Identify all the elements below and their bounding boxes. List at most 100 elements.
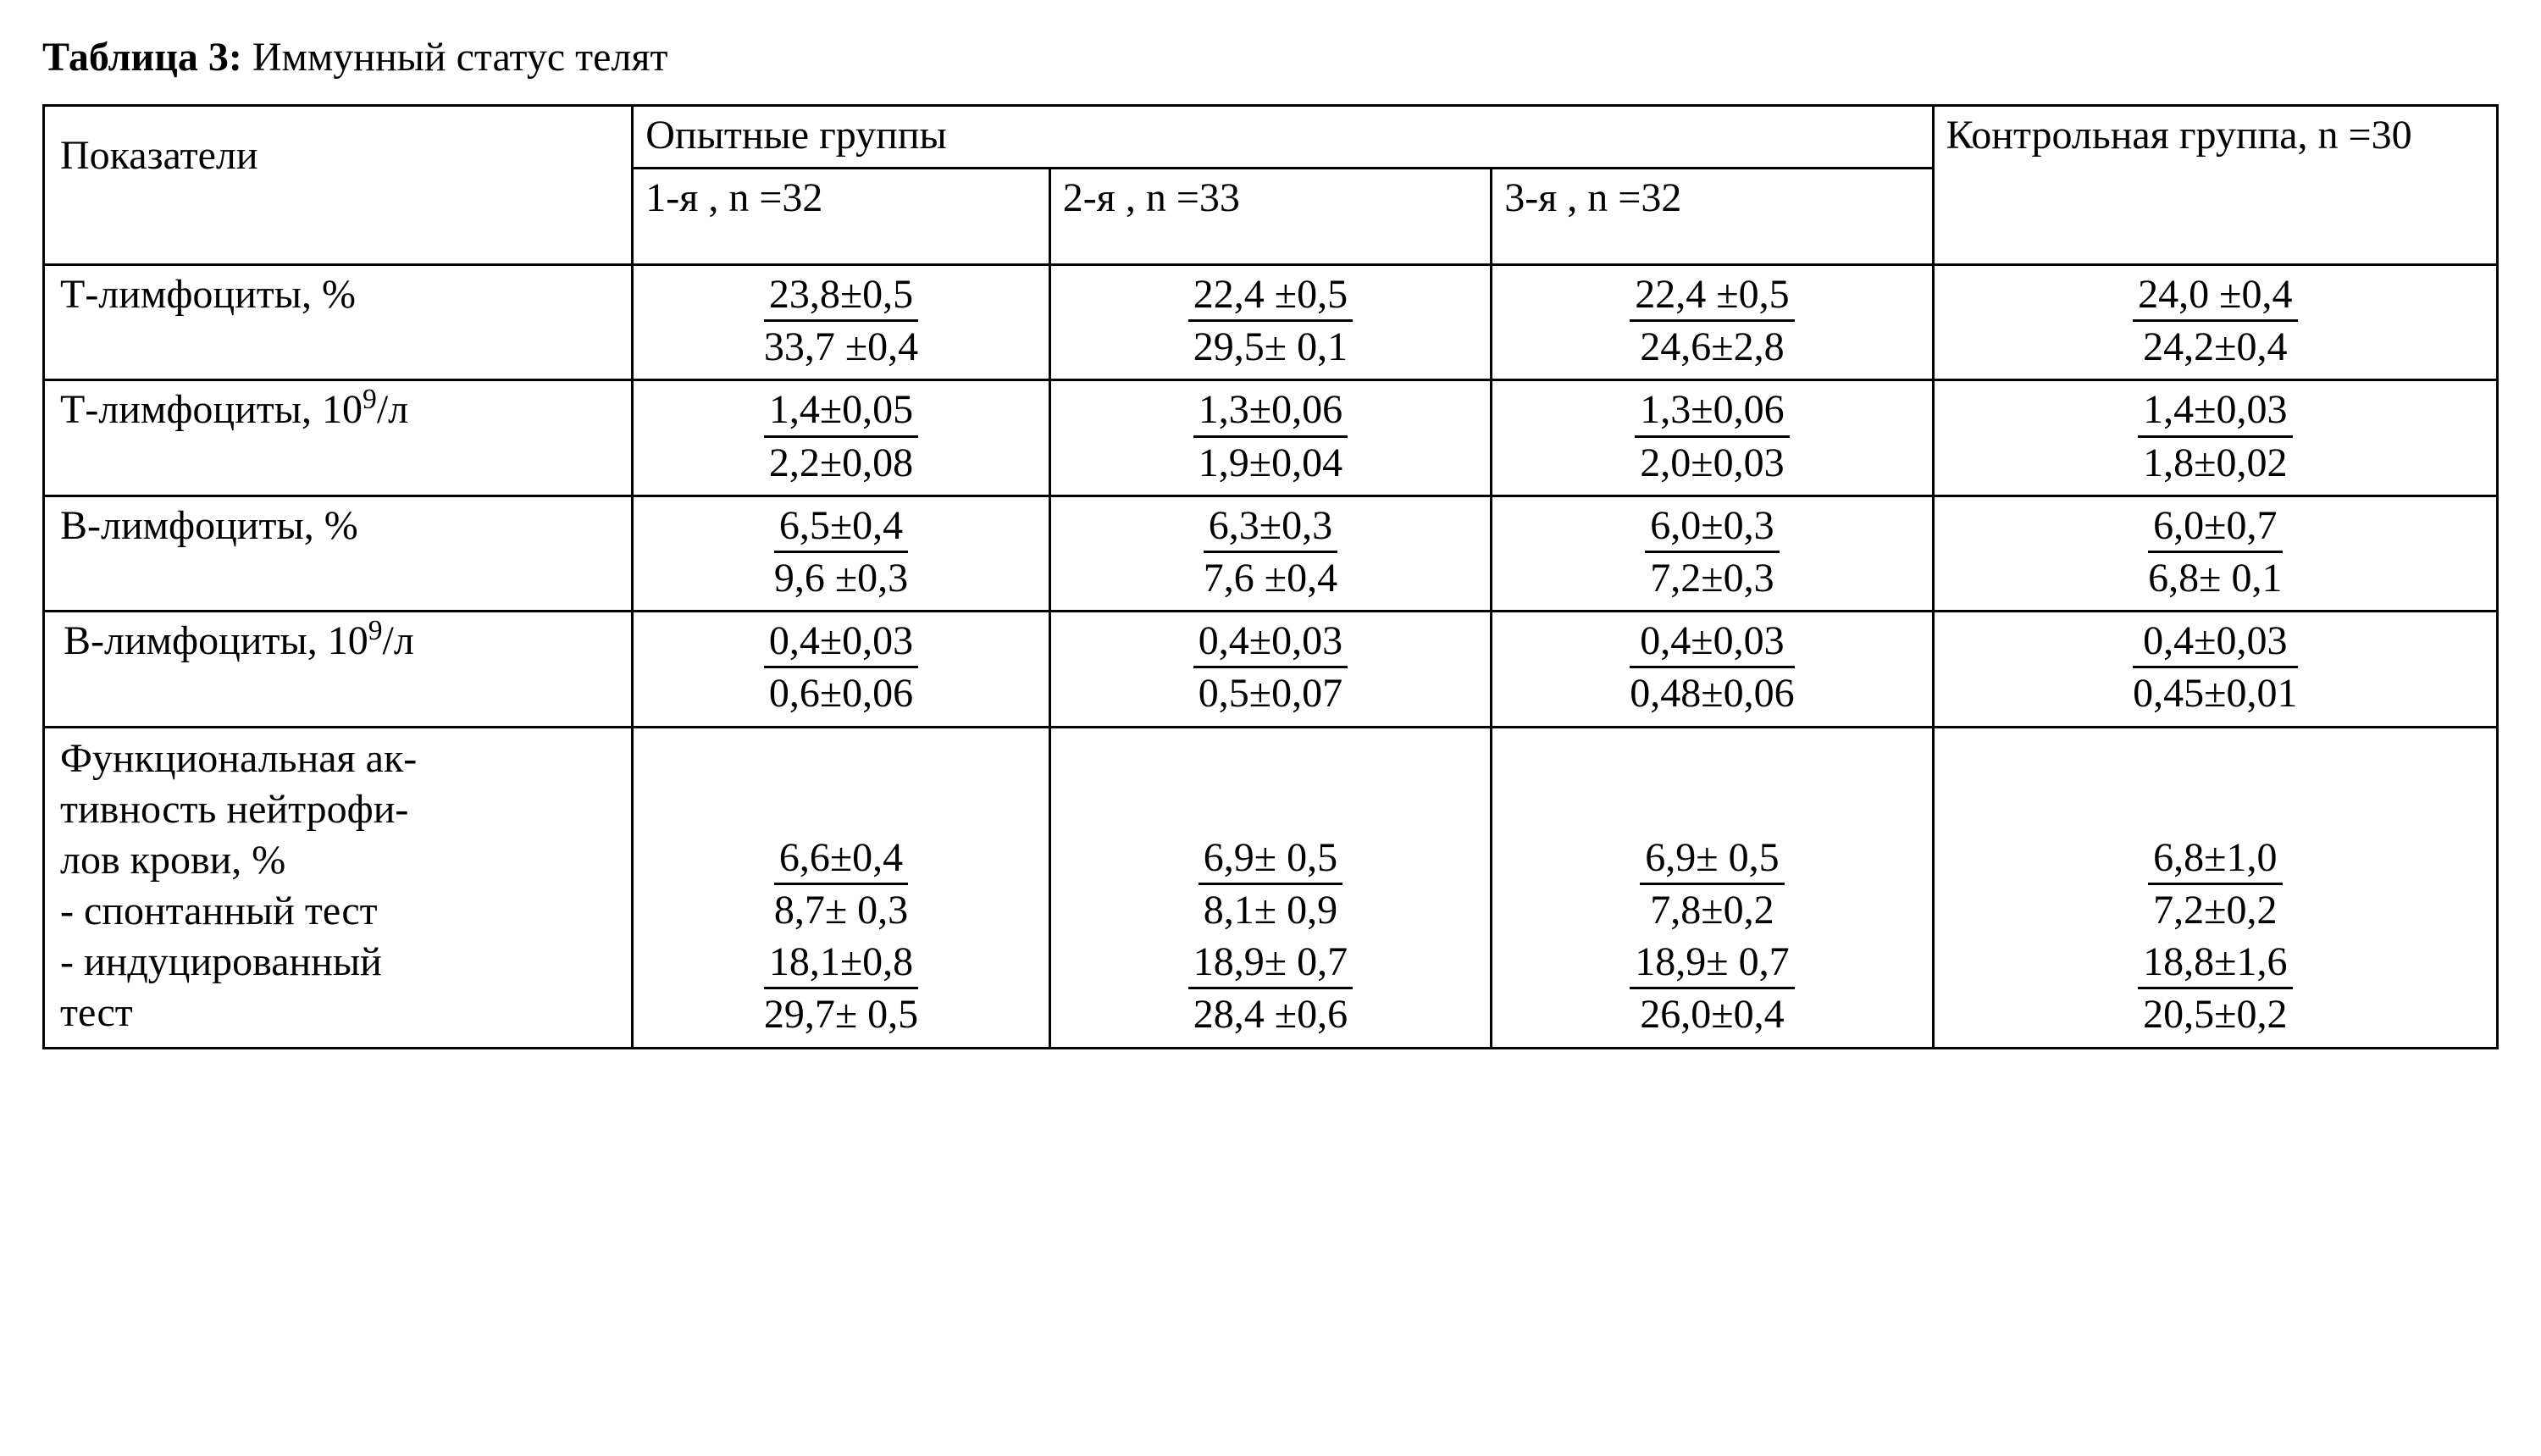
value-cell: 6,9± 0,57,8±0,2 18,9± 0,726,0±0,4 [1492,727,1933,1048]
value-top: 18,8±1,6 [2138,938,2292,989]
value-cell: 6,8±1,07,2±0,2 18,8±1,620,5±0,2 [1933,727,2497,1048]
row-label: В-лимфоциты, 109/л [44,612,633,727]
value-cell: 6,6±0,48,7± 0,3 18,1±0,829,7± 0,5 [633,727,1049,1048]
value-top: 23,8±0,5 [764,271,918,322]
value-bot: 2,0±0,03 [1635,438,1789,486]
value-bot: 29,7± 0,5 [764,989,918,1038]
value-top: 22,4 ±0,5 [1188,271,1353,322]
value-cell: 22,4 ±0,529,5± 0,1 [1049,265,1491,380]
value-top: 0,4±0,03 [1193,617,1348,668]
value-top: 1,4±0,03 [2138,386,2292,437]
value-cell: 22,4 ±0,524,6±2,8 [1492,265,1933,380]
header-control-text: Контрольная группа, n =30 [1946,113,2412,158]
func-line: тивность нейтрофи- [60,787,408,832]
table-row: В-лимфоциты, % 6,5±0,49,6 ±0,3 6,3±0,37,… [44,495,2498,611]
header-control: Контрольная группа, n =30 [1933,106,2497,265]
value-top: 22,4 ±0,5 [1630,271,1794,322]
value-cell: 0,4±0,030,48±0,06 [1492,612,1933,727]
value-top: 6,9± 0,5 [1640,834,1784,885]
header-g2: 2-я , n =33 [1049,169,1491,265]
value-bot: 8,7± 0,3 [774,885,908,933]
value-top: 6,3±0,3 [1204,502,1337,553]
row-label-functional: Функциональная ак- тивность нейтрофи- ло… [44,727,633,1048]
value-bot: 33,7 ±0,4 [764,322,918,370]
header-g1-text: 1-я , n =32 [645,175,822,220]
value-bot: 20,5±0,2 [2138,989,2292,1038]
value-top: 18,1±0,8 [764,938,918,989]
immune-status-table: Показатели Опытные группы Контрольная гр… [42,104,2499,1049]
header-g3: 3-я , n =32 [1492,169,1933,265]
func-line: - спонтанный тест [60,889,378,933]
value-top: 1,3±0,06 [1193,386,1348,437]
value-cell: 6,0±0,37,2±0,3 [1492,495,1933,611]
value-bot: 7,8±0,2 [1640,885,1784,933]
value-cell: 0,4±0,030,6±0,06 [633,612,1049,727]
header-row-1: Показатели Опытные группы Контрольная гр… [44,106,2498,169]
value-top: 1,4±0,05 [764,386,918,437]
value-bot: 0,5±0,07 [1193,668,1348,717]
value-top: 1,3±0,06 [1635,386,1789,437]
value-bot: 0,6±0,06 [764,668,918,717]
value-cell: 0,4±0,030,5±0,07 [1049,612,1491,727]
header-indicators-text: Показатели [60,133,258,178]
value-cell: 6,5±0,49,6 ±0,3 [633,495,1049,611]
value-bot: 7,6 ±0,4 [1204,553,1337,601]
row-label: Т-лимфоциты, % [44,265,633,380]
value-cell: 6,9± 0,58,1± 0,9 18,9± 0,728,4 ±0,6 [1049,727,1491,1048]
value-bot: 2,2±0,08 [764,438,918,486]
table-row: Т-лимфоциты, 109/л 1,4±0,052,2±0,08 1,3±… [44,380,2498,495]
table-row: В-лимфоциты, 109/л 0,4±0,030,6±0,06 0,4±… [44,612,2498,727]
value-bot: 24,2±0,4 [2133,322,2297,370]
value-top: 6,9± 0,5 [1199,834,1342,885]
header-indicators: Показатели [44,106,633,265]
header-g2-text: 2-я , n =33 [1063,175,1240,220]
value-bot: 7,2±0,2 [2148,885,2282,933]
value-top: 6,0±0,7 [2148,502,2282,553]
value-bot: 1,8±0,02 [2138,438,2292,486]
func-line: - индуцированный [60,939,382,984]
value-top: 6,0±0,3 [1645,502,1779,553]
title-bold: Таблица 3: [42,35,242,80]
value-top: 0,4±0,03 [2133,617,2297,668]
table-title: Таблица 3: Иммунный статус телят [42,34,2499,80]
value-cell: 23,8±0,533,7 ±0,4 [633,265,1049,380]
value-cell: 1,4±0,031,8±0,02 [1933,380,2497,495]
value-bot: 8,1± 0,9 [1199,885,1342,933]
value-cell: 1,3±0,062,0±0,03 [1492,380,1933,495]
row-label: Т-лимфоциты, 109/л [44,380,633,495]
value-bot: 7,2±0,3 [1645,553,1779,601]
table-row: Т-лимфоциты, % 23,8±0,533,7 ±0,4 22,4 ±0… [44,265,2498,380]
value-top: 6,8±1,0 [2148,834,2282,885]
value-bot: 0,45±0,01 [2133,668,2297,717]
value-top: 18,9± 0,7 [1188,938,1353,989]
title-rest: Иммунный статус телят [242,35,668,80]
value-cell: 24,0 ±0,424,2±0,4 [1933,265,2497,380]
func-line: тест [60,990,133,1035]
value-bot: 26,0±0,4 [1630,989,1794,1038]
value-bot: 24,6±2,8 [1630,322,1794,370]
header-g1: 1-я , n =32 [633,169,1049,265]
value-bot: 6,8± 0,1 [2148,553,2282,601]
row-label: В-лимфоциты, % [44,495,633,611]
value-top: 18,9± 0,7 [1630,938,1794,989]
value-bot: 0,48±0,06 [1630,668,1794,717]
value-cell: 0,4±0,030,45±0,01 [1933,612,2497,727]
value-bot: 1,9±0,04 [1193,438,1348,486]
value-top: 6,5±0,4 [774,502,908,553]
value-bot: 29,5± 0,1 [1188,322,1353,370]
header-exp-groups: Опытные группы [633,106,1933,169]
header-g3-text: 3-я , n =32 [1504,175,1681,220]
value-bot: 28,4 ±0,6 [1188,989,1353,1038]
value-top: 6,6±0,4 [774,834,908,885]
func-line: Функциональная ак- [60,736,417,781]
value-cell: 1,4±0,052,2±0,08 [633,380,1049,495]
func-line: лов крови, % [60,838,285,883]
header-exp-groups-text: Опытные группы [645,113,947,158]
table-row-functional: Функциональная ак- тивность нейтрофи- ло… [44,727,2498,1048]
value-cell: 1,3±0,061,9±0,04 [1049,380,1491,495]
value-top: 0,4±0,03 [1630,617,1794,668]
value-top: 0,4±0,03 [764,617,918,668]
value-cell: 6,0±0,76,8± 0,1 [1933,495,2497,611]
value-cell: 6,3±0,37,6 ±0,4 [1049,495,1491,611]
value-top: 24,0 ±0,4 [2133,271,2297,322]
